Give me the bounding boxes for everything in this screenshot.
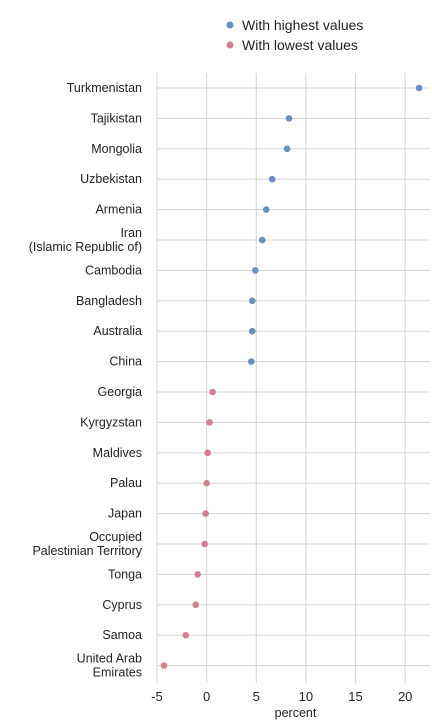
category-label: Palau — [110, 476, 142, 490]
category-label: Bangladesh — [76, 294, 142, 308]
data-point — [204, 449, 211, 457]
legend: With highest values With lowest values — [226, 17, 363, 53]
x-tick-label: -5 — [151, 689, 163, 704]
x-tick-label: 5 — [253, 689, 260, 704]
x-tick-label: 0 — [203, 689, 210, 704]
legend-label-1: With lowest values — [242, 37, 358, 53]
data-point — [160, 662, 168, 669]
category-label: Australia — [93, 324, 142, 338]
x-tick-label: 20 — [398, 689, 412, 704]
data-point — [203, 479, 210, 487]
data-point — [415, 84, 423, 92]
data-point — [258, 236, 266, 244]
x-axis-ticks: -5 0 5 10 15 20 — [151, 689, 412, 704]
category-label: Cyprus — [102, 598, 142, 612]
data-point — [182, 631, 190, 639]
category-label: Japan — [108, 507, 142, 521]
category-label: Iran (Islamic Republic of) — [29, 226, 142, 254]
category-label: Turkmenistan — [67, 81, 142, 95]
category-label: Kyrgyzstan — [80, 415, 142, 429]
data-point — [209, 388, 216, 396]
data-point — [283, 145, 291, 153]
data-point — [268, 175, 276, 183]
category-label: Tonga — [108, 567, 142, 581]
grid — [156, 73, 430, 683]
data-point — [249, 297, 256, 305]
data-point — [251, 267, 259, 274]
category-label: Uzbekistan — [80, 172, 142, 186]
category-label: Occupied Palestinian Territory — [32, 530, 142, 558]
legend-label-0: With highest values — [242, 17, 363, 33]
category-label: Maldives — [93, 446, 142, 460]
data-point — [192, 601, 200, 609]
data-point — [249, 327, 256, 335]
category-label: China — [109, 355, 142, 369]
x-tick-label: 15 — [348, 689, 362, 704]
category-label: Armenia — [95, 203, 142, 217]
data-point — [285, 115, 293, 122]
data-point — [202, 510, 209, 517]
category-label: Georgia — [98, 385, 143, 399]
category-label: United Arab Emirates — [77, 652, 142, 680]
legend-marker-0 — [226, 21, 234, 29]
category-labels: Turkmenistan Tajikistan Mongolia Uzbekistan… — [29, 81, 143, 680]
data-point — [248, 358, 255, 365]
data-points — [160, 84, 423, 669]
category-label: Tajikistan — [91, 111, 142, 125]
data-point — [262, 206, 270, 213]
category-label: Samoa — [102, 628, 142, 642]
data-point — [194, 571, 202, 578]
category-label: Cambodia — [85, 263, 142, 277]
category-label: Mongolia — [91, 142, 142, 156]
data-point — [201, 540, 208, 548]
x-tick-label: 10 — [299, 689, 313, 704]
x-axis-title: percent — [275, 706, 317, 720]
data-point — [206, 419, 213, 426]
legend-marker-1 — [226, 41, 234, 49]
